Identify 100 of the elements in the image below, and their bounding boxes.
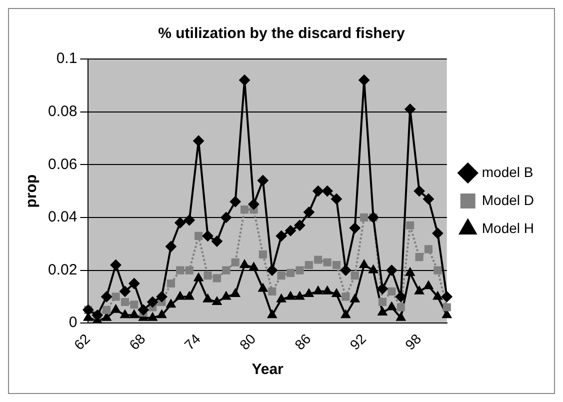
- legend-label: Model H: [482, 220, 534, 236]
- point: [294, 291, 305, 300]
- point: [424, 245, 433, 254]
- point: [358, 74, 370, 86]
- y-tick-label: 0.02: [48, 261, 78, 278]
- y-tick-label: 0.1: [56, 50, 78, 68]
- point: [165, 241, 176, 252]
- point: [442, 310, 452, 318]
- y-tick-label: 0.06: [48, 156, 78, 173]
- point: [442, 303, 451, 312]
- point: [332, 260, 341, 270]
- y-axis-title: prop: [23, 174, 40, 208]
- point: [174, 217, 186, 228]
- point: [422, 193, 434, 204]
- point: [231, 258, 240, 266]
- point: [388, 287, 396, 296]
- point: [378, 298, 387, 306]
- point: [414, 186, 425, 197]
- point: [220, 212, 232, 223]
- point: [112, 292, 120, 301]
- point: [202, 230, 214, 242]
- point: [376, 283, 388, 294]
- point: [276, 230, 287, 242]
- point: [138, 304, 149, 316]
- point: [166, 279, 175, 288]
- point: [404, 104, 416, 115]
- point: [342, 292, 350, 301]
- point: [204, 272, 212, 280]
- point: [176, 266, 184, 274]
- point: [194, 232, 203, 240]
- point: [350, 294, 360, 302]
- point: [202, 294, 213, 302]
- point: [184, 214, 195, 226]
- point: [396, 303, 405, 312]
- point: [128, 278, 140, 289]
- legend-label: Model D: [482, 192, 534, 208]
- point: [386, 264, 398, 276]
- x-tick-label: 62: [70, 330, 94, 353]
- point: [378, 307, 388, 316]
- point: [239, 74, 250, 86]
- point: [386, 302, 397, 310]
- point: [360, 213, 368, 222]
- point: [156, 291, 168, 302]
- point: [405, 267, 415, 276]
- point: [304, 260, 313, 270]
- point: [424, 280, 434, 290]
- point: [441, 291, 452, 302]
- x-axis-title: Year: [252, 361, 284, 378]
- x-tick-label: 86: [291, 330, 314, 353]
- point: [212, 274, 221, 282]
- point: [258, 283, 268, 292]
- point: [331, 193, 342, 204]
- point: [267, 310, 277, 318]
- x-tick-label: 92: [346, 330, 370, 353]
- y-tick-label: 0: [68, 314, 78, 332]
- point: [303, 206, 314, 218]
- x-tick-label: 74: [181, 330, 204, 353]
- point: [119, 286, 130, 297]
- point: [276, 294, 286, 302]
- point: [230, 196, 241, 208]
- point: [414, 286, 424, 294]
- point: [257, 174, 268, 186]
- point: [211, 236, 222, 247]
- point: [368, 264, 378, 274]
- point: [258, 250, 267, 258]
- point: [110, 260, 122, 271]
- point: [432, 291, 443, 300]
- point: [323, 258, 332, 266]
- point: [332, 288, 342, 298]
- point: [340, 310, 351, 318]
- legend-label: model B: [482, 164, 534, 180]
- point: [212, 296, 222, 305]
- point: [314, 256, 322, 264]
- point: [222, 266, 230, 274]
- point: [286, 268, 295, 277]
- point: [194, 272, 204, 282]
- point: [185, 266, 194, 274]
- point: [266, 264, 278, 276]
- x-tick-label: 98: [402, 330, 424, 353]
- point: [294, 220, 306, 231]
- point: [312, 186, 324, 197]
- point: [248, 262, 259, 271]
- point: [322, 286, 332, 294]
- point: [101, 291, 112, 302]
- point: [349, 222, 360, 234]
- point: [396, 312, 406, 321]
- point: [406, 221, 414, 230]
- y-tick-label: 0.08: [48, 102, 78, 120]
- chart-title: % utilization by the discard fishery: [158, 25, 406, 42]
- point: [296, 266, 304, 274]
- point: [184, 291, 194, 300]
- point: [120, 310, 130, 318]
- point: [322, 186, 333, 197]
- point: [156, 310, 167, 318]
- x-tick-label: 80: [236, 330, 259, 353]
- point: [359, 260, 369, 268]
- point: [221, 291, 231, 300]
- point: [129, 310, 140, 318]
- point: [102, 306, 111, 314]
- point: [268, 287, 276, 296]
